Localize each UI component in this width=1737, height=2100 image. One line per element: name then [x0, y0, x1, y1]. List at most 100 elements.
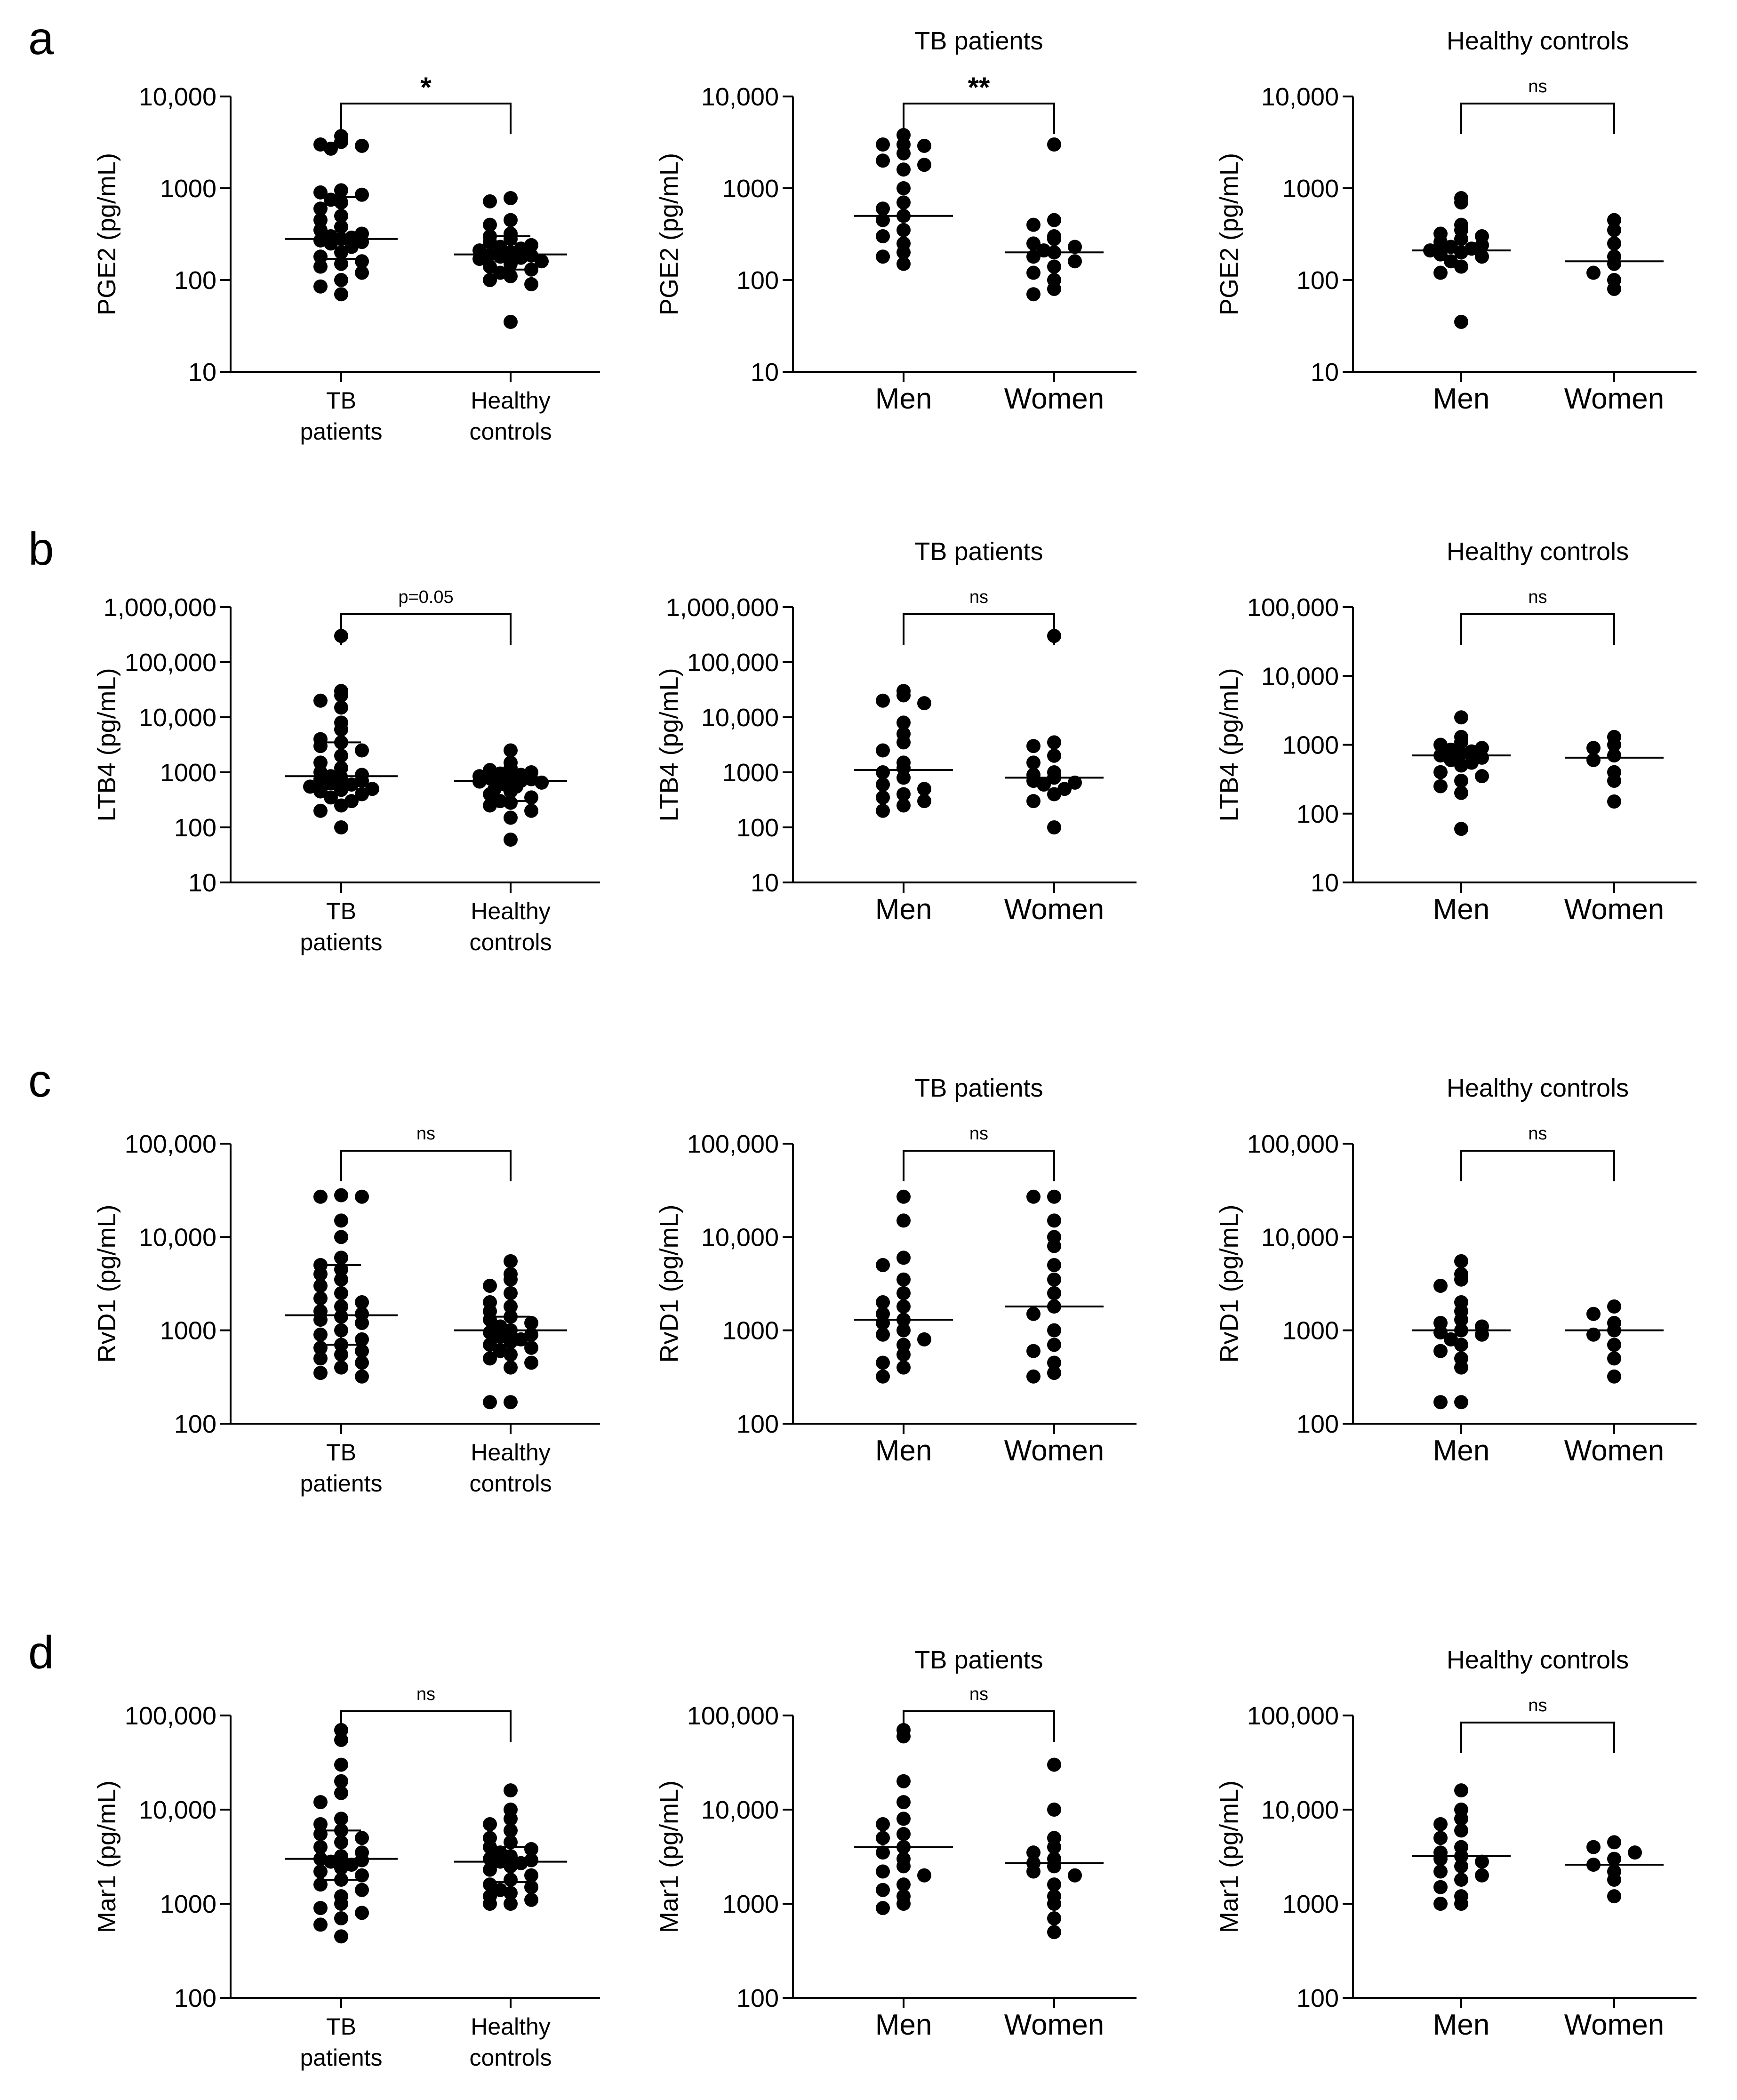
data-point	[1475, 1868, 1489, 1883]
significance-bracket	[903, 1710, 1055, 1742]
data-point	[1586, 741, 1601, 755]
significance-label: ns	[416, 1684, 435, 1704]
significance-label: p=0.05	[398, 587, 453, 607]
y-tick-label: 10,000	[701, 1796, 779, 1824]
data-point	[1433, 1831, 1448, 1845]
data-point	[897, 1347, 911, 1362]
data-point	[483, 1862, 497, 1877]
data-point	[1026, 1845, 1041, 1860]
data-point	[1047, 735, 1061, 750]
data-point	[1454, 785, 1468, 800]
data-point	[897, 1272, 911, 1287]
data-point	[355, 743, 369, 758]
y-axis-label: RvD1 (pg/mL)	[93, 1204, 121, 1363]
data-point	[897, 1774, 911, 1788]
data-point	[1026, 217, 1041, 232]
data-point	[1607, 1338, 1621, 1352]
data-point	[897, 1811, 911, 1826]
data-point	[876, 1901, 890, 1916]
y-tick-label: 10	[1311, 869, 1339, 897]
data-point	[504, 810, 518, 825]
data-point	[1433, 1852, 1448, 1866]
x-tick-label: Healthy	[471, 1439, 551, 1466]
significance-label: ns	[1528, 1696, 1547, 1715]
y-tick-label: 1,000,000	[666, 593, 779, 622]
data-point	[917, 1868, 931, 1883]
data-point	[897, 1877, 911, 1892]
data-point	[504, 795, 518, 810]
data-point	[355, 1295, 369, 1309]
data-point	[313, 259, 328, 274]
data-point	[1047, 1286, 1061, 1300]
data-point	[897, 1299, 911, 1314]
y-tick-label: 100	[174, 1984, 216, 2012]
y-tick-label: 100,000	[687, 1130, 779, 1158]
data-point	[1026, 1864, 1041, 1879]
y-axis-label: Mar1 (pg/mL)	[93, 1780, 121, 1933]
data-point	[334, 722, 348, 737]
y-tick-label: 10	[751, 358, 779, 386]
data-point	[1454, 758, 1468, 773]
data-point	[897, 245, 911, 260]
plot-d-2: 100 1000 10,000 100,000 Mar1 (pg/mL) TB patie…	[655, 1646, 1137, 2041]
data-point	[334, 1911, 348, 1925]
data-point	[1454, 1272, 1468, 1287]
y-tick-label: 100,000	[687, 1702, 779, 1730]
y-tick-label: 1000	[160, 1890, 216, 1918]
y-axis-label: Mar1 (pg/mL)	[1215, 1780, 1243, 1933]
data-point	[334, 1786, 348, 1800]
plot-b-2: 10 100 1000 10,000 100,000 1,000,000 LTB4 (pg/…	[655, 537, 1137, 926]
data-point	[313, 279, 328, 294]
data-point	[1444, 1332, 1458, 1347]
data-point	[1047, 232, 1061, 246]
data-point	[535, 254, 549, 269]
y-tick-label: 100	[174, 814, 216, 842]
data-point	[897, 162, 911, 177]
data-point	[1475, 249, 1489, 264]
data-point	[1607, 748, 1621, 763]
data-point	[504, 1823, 518, 1838]
data-point	[1047, 1355, 1061, 1370]
data-point	[355, 1906, 369, 1920]
data-point	[897, 1897, 911, 1911]
data-point	[313, 1351, 328, 1366]
data-point	[504, 191, 518, 206]
data-point	[1607, 1369, 1621, 1384]
significance-label: ns	[969, 1684, 988, 1704]
data-point	[524, 1315, 538, 1330]
data-point	[1454, 1823, 1468, 1838]
data-point	[876, 153, 890, 168]
data-point	[897, 1250, 911, 1265]
data-point	[334, 135, 348, 149]
data-point	[524, 1880, 538, 1894]
data-point	[313, 693, 328, 708]
data-point	[355, 254, 369, 269]
data-point	[535, 775, 549, 790]
data-point	[1607, 281, 1621, 296]
data-point	[524, 277, 538, 291]
x-tick-label: controls	[469, 929, 552, 955]
x-tick-label: controls	[469, 418, 552, 445]
x-tick-label: patients	[300, 418, 382, 445]
data-point	[1454, 735, 1468, 749]
data-point	[1047, 281, 1061, 296]
data-point	[1026, 1369, 1041, 1384]
data-point	[876, 777, 890, 792]
data-point	[313, 1864, 328, 1879]
data-point	[1607, 737, 1621, 752]
data-point	[897, 715, 911, 730]
plot-b-3: 10 100 1000 10,000 100,000 LTB4 (pg/mL) Health…	[1215, 537, 1697, 926]
data-point	[1607, 1299, 1621, 1314]
x-tick-label: controls	[469, 2044, 552, 2071]
data-point	[876, 803, 890, 818]
data-point	[313, 784, 328, 799]
y-tick-label: 100	[736, 1984, 779, 2012]
data-point	[313, 1279, 328, 1293]
data-point	[1454, 773, 1468, 788]
data-point	[524, 1868, 538, 1883]
data-point	[1454, 245, 1468, 260]
y-tick-label: 100,000	[125, 1130, 216, 1158]
data-point	[1586, 1306, 1601, 1321]
x-tick-label: TB	[326, 2013, 356, 2040]
data-point	[334, 1757, 348, 1772]
